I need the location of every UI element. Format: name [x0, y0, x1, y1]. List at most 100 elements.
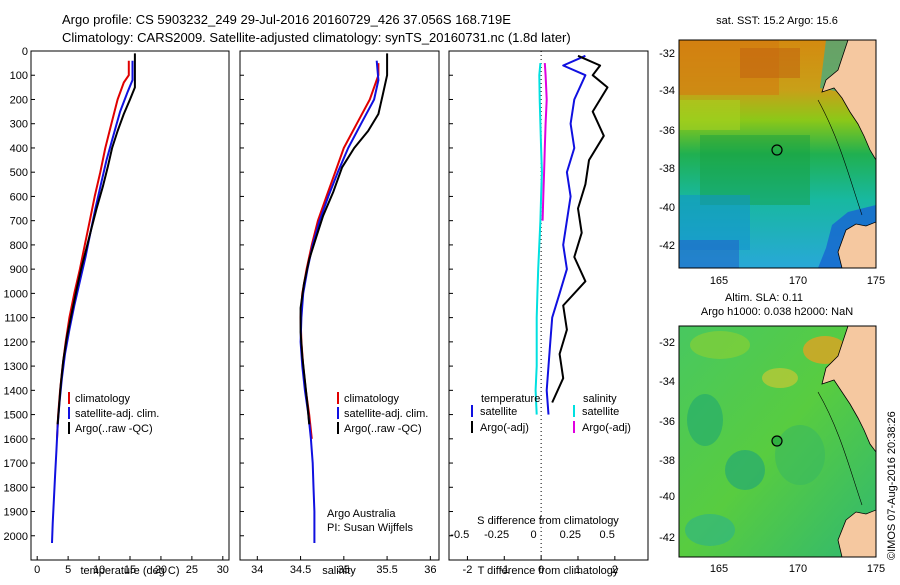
y-tick-label: 1700	[4, 458, 28, 470]
x-tick-label: 10	[93, 564, 105, 576]
float-marker-sst	[771, 144, 783, 156]
y-tick-label: 200	[10, 94, 28, 106]
sla-xtick: 175	[867, 563, 885, 575]
y-tick-label: 700	[10, 216, 28, 228]
legend-label-argo: Argo(..raw -QC)	[75, 423, 153, 435]
top-tick-label: 0.5	[600, 529, 615, 541]
sla-map-title-line2: Argo h1000: 0.038 h2000: NaN	[701, 306, 853, 318]
legend-label-temp-satellite: satellite	[480, 406, 517, 418]
x-tick-label: -1	[499, 564, 509, 576]
sla-ytick: -32	[659, 337, 675, 349]
y-tick-label: 1600	[4, 434, 28, 446]
y-tick-label: 500	[10, 167, 28, 179]
series-line-argo-raw-qc-	[299, 53, 389, 425]
sla-ytick: -42	[659, 532, 675, 544]
float-marker-sla	[771, 435, 783, 447]
y-tick-label: 0	[22, 46, 28, 58]
y-tick-label: 1100	[4, 313, 28, 325]
salinity-plot-frame	[239, 50, 440, 561]
y-tick-label: 1400	[4, 385, 28, 397]
x-tick-label: 30	[217, 564, 229, 576]
y-tick-label: 1500	[4, 410, 28, 422]
legend-label-sal-satellite: satellite	[582, 406, 619, 418]
temperature-legend: climatology satellite-adj. clim. Argo(..…	[68, 392, 159, 435]
x-tick-label: 35.5	[376, 564, 397, 576]
imos-timestamp: ©IMOS 07-Aug-2016 20:38:26	[886, 411, 898, 560]
difference-x-label: T difference from climatology	[478, 565, 619, 577]
salinity-x-label: salinity	[322, 565, 356, 577]
legend-title-temperature: temperature	[481, 393, 540, 405]
x-tick-label: 5	[65, 564, 71, 576]
x-tick-label: 34.5	[290, 564, 311, 576]
series-line-temperature-satellite	[545, 54, 587, 415]
sla-xtick: 165	[710, 563, 728, 575]
sst-xtick: 165	[710, 275, 728, 287]
legend-label-satellite: satellite-adj. clim.	[75, 408, 159, 420]
y-tick-label: 800	[10, 240, 28, 252]
x-tick-label: 20	[155, 564, 167, 576]
sla-xtick: 170	[789, 563, 807, 575]
sla-ytick: -34	[659, 376, 675, 388]
y-tick-label: 1800	[4, 482, 28, 494]
difference-legend: temperature salinity satellite Argo(-adj…	[471, 393, 631, 434]
y-tick-label: 600	[10, 191, 28, 203]
legend-label-sal-argo: Argo(-adj)	[582, 422, 631, 434]
figure-title-line2: Climatology: CARS2009. Satellite-adjuste…	[62, 30, 571, 45]
sst-xtick: 170	[789, 275, 807, 287]
series-line-argo-raw-qc-	[56, 53, 136, 425]
sla-map-title-line1: Altim. SLA: 0.11	[725, 292, 803, 304]
y-tick-label: 1900	[4, 507, 28, 519]
x-tick-label: 36	[424, 564, 436, 576]
x-tick-label: 34	[251, 564, 263, 576]
top-tick-label: -0.5	[450, 529, 469, 541]
sla-ytick: -38	[659, 455, 675, 467]
salinity-legend: climatology satellite-adj. clim. Argo(..…	[337, 392, 428, 435]
sla-ytick: -40	[659, 491, 675, 503]
y-tick-label: 900	[10, 264, 28, 276]
sla-ytick: -36	[659, 416, 675, 428]
legend-label-argo: Argo(..raw -QC)	[344, 423, 422, 435]
y-tick-label: 1200	[4, 337, 28, 349]
sst-map-axes: 165 170 175 -32 -34 -36 -38 -40 -42	[659, 48, 885, 287]
figure-title-line1: Argo profile: CS 5903232_249 29-Jul-2016…	[62, 12, 511, 27]
y-tick-label: 2000	[4, 531, 28, 543]
x-tick-label: 25	[186, 564, 198, 576]
sst-map-title: sat. SST: 15.2 Argo: 15.6	[716, 15, 838, 27]
legend-label-satellite: satellite-adj. clim.	[344, 408, 428, 420]
series-line-salinity-argo-adj-	[541, 63, 548, 221]
series-line-temperature-argo-adj-	[551, 54, 609, 403]
x-tick-label: 35	[338, 564, 350, 576]
temperature-plot: 0 5 10 15 20 25 300100200300400500600700800900…	[4, 46, 229, 576]
y-tick-label: 1000	[4, 288, 28, 300]
temperature-x-label: temperature (deg C)	[80, 565, 179, 577]
sst-ytick: -36	[659, 125, 675, 137]
sst-ytick: -40	[659, 202, 675, 214]
sst-xtick: 175	[867, 275, 885, 287]
sst-map-frame	[678, 39, 877, 269]
top-tick-label: -0.25	[484, 529, 509, 541]
argo-australia-note: Argo Australia	[327, 508, 396, 520]
sla-map-image	[679, 326, 876, 557]
x-tick-label: 1	[575, 564, 581, 576]
sst-ytick: -32	[659, 48, 675, 60]
legend-label-temp-argo: Argo(-adj)	[480, 422, 529, 434]
series-line-satellite-adj-clim-	[51, 60, 134, 544]
x-tick-label: -2	[463, 564, 473, 576]
difference-plot: -2 -1 0 1 2 -0.5 -0.25 0 0.25 0.5	[449, 50, 618, 576]
legend-title-salinity: salinity	[583, 393, 617, 405]
y-tick-label: 300	[10, 119, 28, 131]
sst-ytick: -42	[659, 240, 675, 252]
x-tick-label: 0	[538, 564, 544, 576]
sst-ytick: -38	[659, 163, 675, 175]
y-tick-label: 100	[10, 70, 28, 82]
x-tick-label: 0	[34, 564, 40, 576]
series-line-salinity-satellite	[534, 63, 543, 415]
y-tick-label: 400	[10, 143, 28, 155]
pi-note: PI: Susan Wijffels	[327, 522, 413, 534]
sla-map-axes: 165 170 175 -32 -34 -36 -38 -40 -42	[659, 337, 885, 575]
sla-map-frame	[678, 325, 877, 558]
top-tick-label: 0	[530, 529, 536, 541]
legend-label-climatology: climatology	[344, 393, 400, 405]
